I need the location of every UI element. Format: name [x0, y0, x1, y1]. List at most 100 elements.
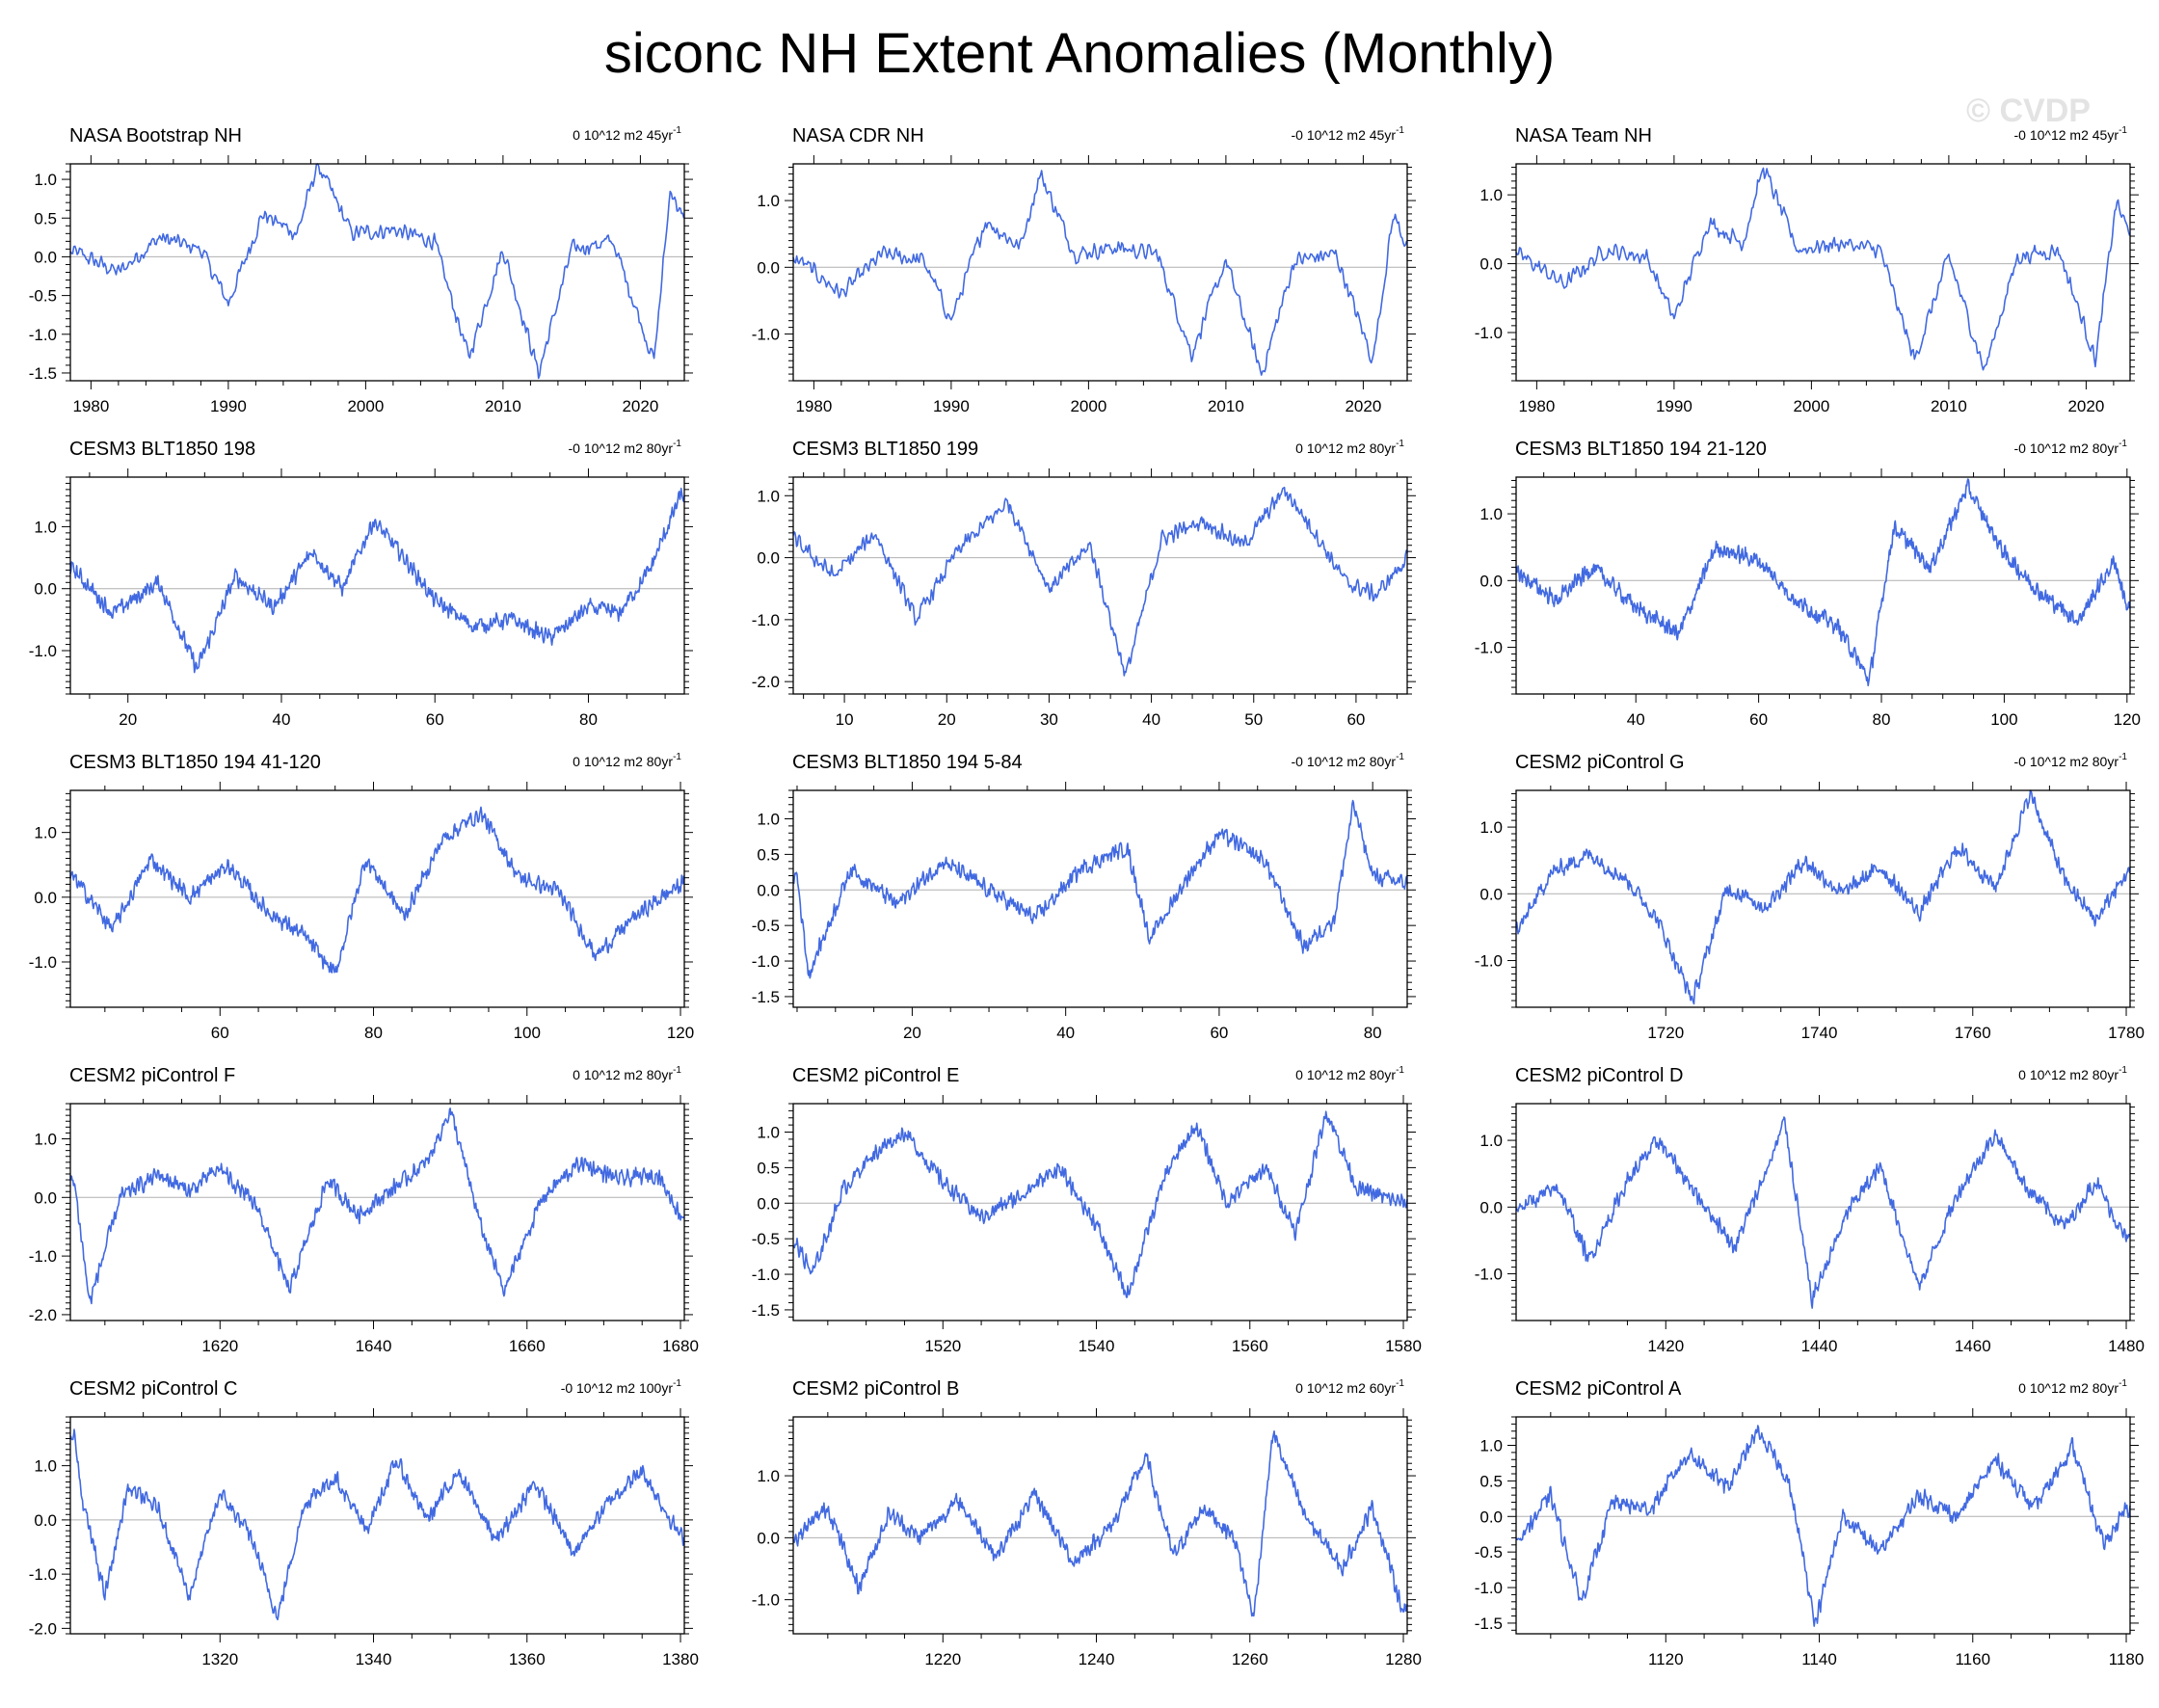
x-tick-label: 20	[903, 1024, 921, 1042]
y-tick-label: 0.0	[1479, 572, 1503, 590]
y-tick-label: 0.0	[1479, 885, 1503, 903]
x-tick-label: 80	[579, 710, 598, 729]
series-line	[792, 1430, 1408, 1617]
y-tick-label: -1.0	[29, 326, 57, 344]
x-tick-label: 1780	[2108, 1024, 2145, 1042]
y-tick-label: -1.5	[29, 364, 57, 383]
x-tick-label: 1990	[210, 397, 247, 415]
x-tick-label: 1360	[509, 1650, 546, 1668]
trend-label: -0 10^12 m2 45yr	[2013, 127, 2119, 143]
series-line	[1515, 1425, 2131, 1627]
series-line	[1515, 789, 2131, 1005]
trend-exponent: -1	[1396, 125, 1404, 136]
x-tick-label: 1380	[662, 1650, 699, 1668]
trend-exponent: -1	[2119, 125, 2127, 136]
y-tick-label: 0.0	[1479, 1508, 1503, 1526]
y-tick-label: 0.0	[34, 1511, 57, 1530]
panel-title: CESM2 piControl F	[69, 1065, 235, 1086]
x-tick-label: 100	[1990, 710, 2017, 729]
y-tick-label: 1.0	[757, 1124, 780, 1142]
y-tick-label: 0.0	[757, 1529, 780, 1547]
x-tick-label: 50	[1244, 710, 1263, 729]
x-tick-label: 2000	[1070, 397, 1106, 415]
y-tick-label: -1.0	[29, 642, 57, 660]
y-tick-label: -2.0	[29, 1306, 57, 1324]
y-tick-label: 1.0	[34, 1130, 57, 1148]
y-tick-label: -0.5	[752, 1230, 780, 1248]
panel-14: CESM2 piControl B 0 10^12 m2 60yr -1 1220 12…	[752, 1378, 1422, 1668]
series-line	[69, 487, 685, 674]
trend-label: -0 10^12 m2 80yr	[1291, 754, 1396, 769]
series-line	[69, 1108, 685, 1305]
series-line	[792, 486, 1408, 677]
y-tick-label: -1.0	[752, 1591, 780, 1610]
trend-exponent: -1	[1396, 1378, 1404, 1389]
series-line	[69, 1428, 685, 1621]
series-line	[792, 1110, 1408, 1298]
y-tick-label: -1.0	[752, 952, 780, 971]
trend-exponent: -1	[673, 125, 681, 136]
series-line	[792, 170, 1408, 376]
panel-15: CESM2 piControl A 0 10^12 m2 80yr -1 1120 11…	[1475, 1378, 2145, 1668]
x-tick-label: 60	[1210, 1024, 1228, 1042]
panel-5: CESM3 BLT1850 199 0 10^12 m2 80yr -1 10 20 30…	[752, 439, 1416, 729]
trend-label: -0 10^12 m2 80yr	[2013, 440, 2119, 456]
trend-exponent: -1	[2119, 439, 2127, 449]
y-tick-label: 0.0	[757, 549, 780, 568]
x-tick-label: 1180	[2109, 1650, 2145, 1668]
x-tick-label: 80	[1873, 710, 1891, 729]
x-tick-label: 2000	[347, 397, 384, 415]
trend-label: 0 10^12 m2 80yr	[2018, 1067, 2119, 1082]
trend-exponent: -1	[673, 1378, 681, 1389]
y-tick-label: 0.0	[757, 258, 780, 277]
panel-9: CESM2 piControl G -0 10^12 m2 80yr -1 1720 1…	[1475, 752, 2145, 1042]
x-tick-label: 1240	[1079, 1650, 1115, 1668]
x-tick-label: 1720	[1647, 1024, 1684, 1042]
plot-frame	[1515, 1416, 2131, 1635]
x-tick-label: 60	[1749, 710, 1768, 729]
y-tick-label: 0.5	[757, 1159, 780, 1177]
y-tick-label: -1.0	[1475, 1266, 1503, 1284]
x-tick-label: 120	[667, 1024, 694, 1042]
trend-label: -0 10^12 m2 100yr	[561, 1380, 674, 1396]
x-tick-label: 1260	[1232, 1650, 1268, 1668]
panel-13: CESM2 piControl C -0 10^12 m2 100yr -1 1320…	[29, 1378, 699, 1668]
y-tick-label: 0.0	[757, 1194, 780, 1213]
plot-frame	[1515, 1103, 2131, 1321]
x-tick-label: 60	[426, 710, 444, 729]
trend-exponent: -1	[1396, 1065, 1404, 1076]
trend-label: 0 10^12 m2 80yr	[2018, 1380, 2119, 1396]
y-tick-label: 1.0	[34, 171, 57, 189]
y-tick-label: 0.0	[34, 580, 57, 599]
cvdp-watermark: © CVDP	[1966, 93, 2091, 129]
x-tick-label: 1220	[924, 1650, 961, 1668]
y-tick-label: -2.0	[29, 1619, 57, 1638]
x-tick-label: 1740	[1801, 1024, 1838, 1042]
series-line	[792, 799, 1408, 979]
x-tick-label: 2020	[2067, 397, 2104, 415]
y-tick-label: 1.0	[1479, 186, 1503, 204]
y-tick-label: -1.0	[752, 611, 780, 629]
trend-exponent: -1	[673, 1065, 681, 1076]
panel-10: CESM2 piControl F 0 10^12 m2 80yr -1 1620 16…	[29, 1065, 699, 1355]
main-title: siconc NH Extent Anomalies (Monthly)	[603, 22, 1556, 85]
x-tick-label: 1520	[924, 1337, 961, 1355]
x-tick-label: 1990	[933, 397, 970, 415]
x-tick-label: 1280	[1385, 1650, 1422, 1668]
y-tick-label: 1.0	[1479, 1437, 1503, 1455]
panel-title: CESM2 piControl C	[69, 1378, 238, 1400]
panel-title: CESM2 piControl B	[792, 1378, 959, 1400]
x-tick-label: 40	[1056, 1024, 1075, 1042]
panel-title: CESM2 piControl A	[1515, 1378, 1682, 1400]
x-tick-label: 120	[2114, 710, 2141, 729]
x-tick-label: 1440	[1801, 1337, 1838, 1355]
trend-exponent: -1	[1396, 752, 1404, 762]
x-tick-label: 20	[119, 710, 137, 729]
panel-title: CESM3 BLT1850 194 21-120	[1515, 439, 1767, 460]
y-tick-label: -1.0	[752, 326, 780, 344]
plot-frame	[792, 163, 1408, 382]
x-tick-label: 2010	[1208, 397, 1244, 415]
trend-exponent: -1	[1396, 439, 1404, 449]
y-tick-label: -1.5	[752, 988, 780, 1006]
trend-exponent: -1	[2119, 1065, 2127, 1076]
